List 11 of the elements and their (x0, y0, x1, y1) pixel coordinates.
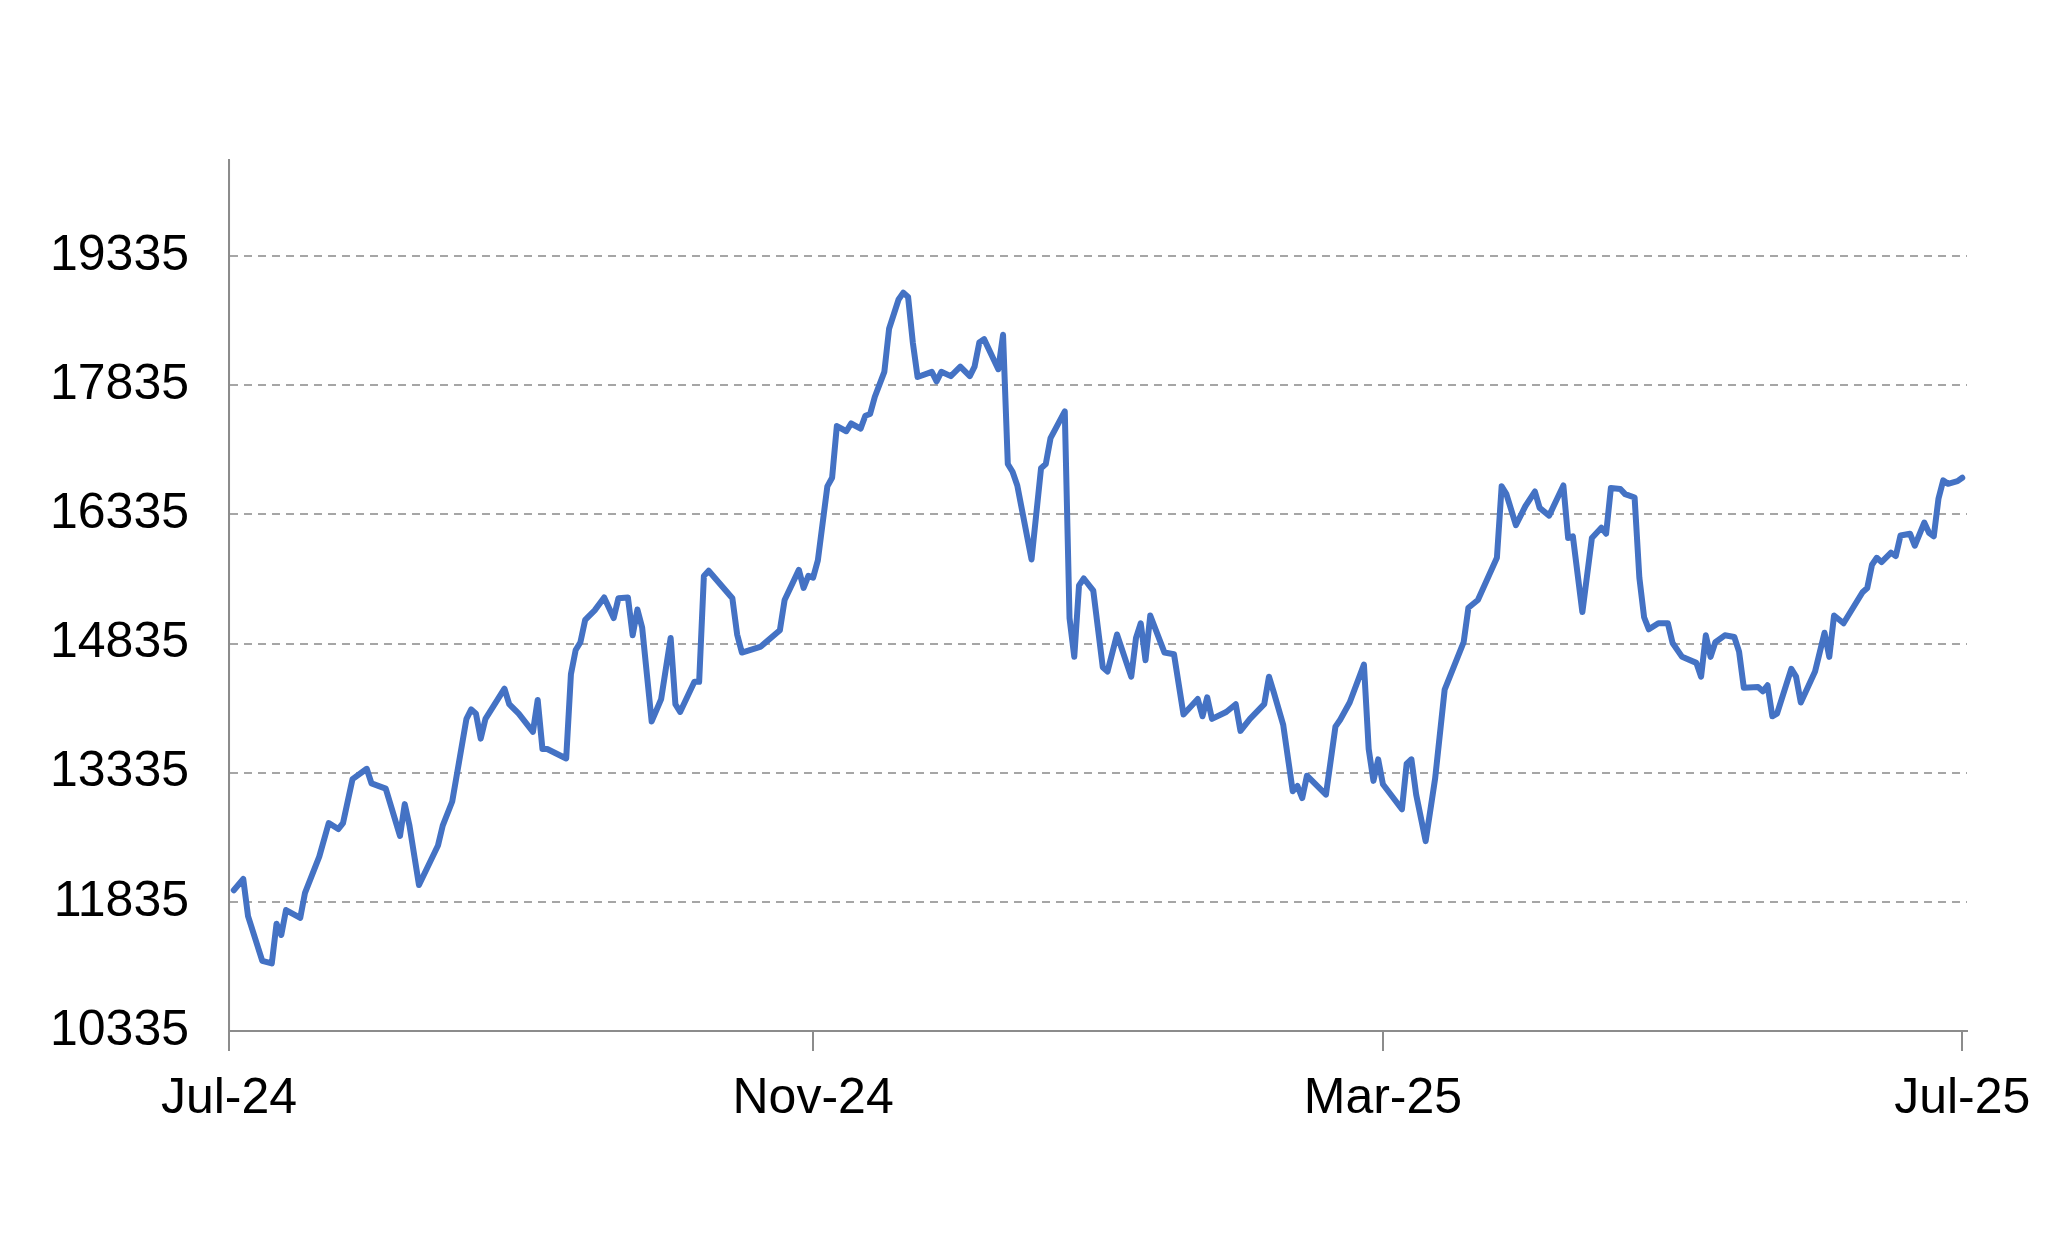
y-tick-label: 19335 (49, 224, 190, 281)
y-tick-label: 11835 (53, 870, 190, 927)
y-tick-label: 16335 (49, 483, 190, 540)
x-tick-label: Mar-25 (1303, 1067, 1463, 1124)
y-tick-label: 10335 (49, 999, 190, 1056)
y-tick-label: 17835 (49, 353, 190, 410)
x-tick-label: Jul-25 (1894, 1067, 2031, 1124)
x-tick-label: Jul-24 (160, 1067, 298, 1124)
y-tick-label: 14835 (49, 612, 190, 669)
x-tick-label: Nov-24 (732, 1067, 894, 1124)
y-tick-label: 13335 (49, 741, 190, 798)
